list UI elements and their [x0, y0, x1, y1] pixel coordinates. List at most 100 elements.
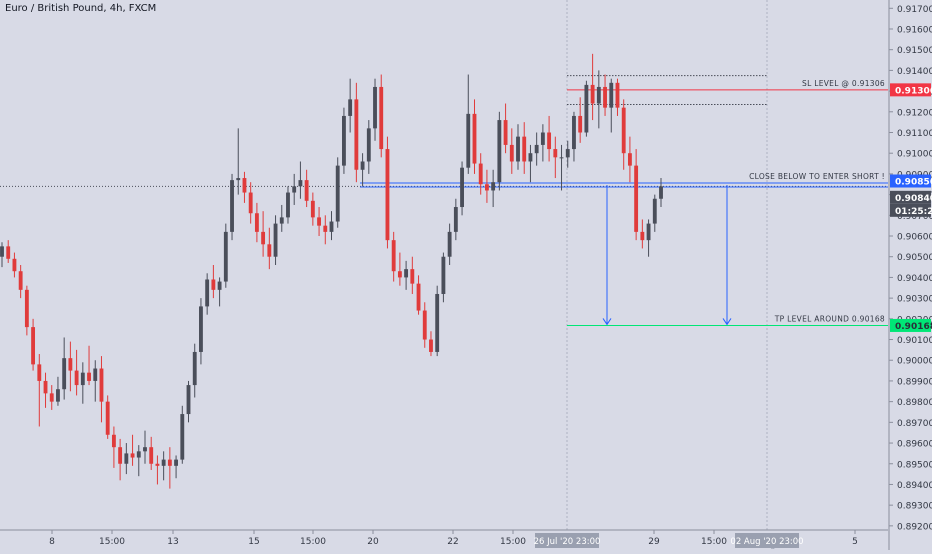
candle-body[interactable] — [62, 358, 67, 390]
candle-body[interactable] — [385, 149, 390, 241]
candle-body[interactable] — [491, 182, 496, 191]
candle-body[interactable] — [342, 115, 346, 166]
candle-body[interactable] — [254, 213, 259, 232]
candle-body[interactable] — [304, 180, 309, 201]
candle-body[interactable] — [441, 256, 446, 294]
candle-body[interactable] — [329, 221, 334, 232]
candle-body[interactable] — [80, 372, 85, 386]
candle-body[interactable] — [366, 128, 371, 162]
candle-body[interactable] — [397, 271, 402, 278]
candle-body[interactable] — [615, 82, 620, 108]
candle-body[interactable] — [565, 149, 570, 158]
candle-body[interactable] — [559, 157, 564, 159]
candle-body[interactable] — [93, 368, 98, 381]
candle-body[interactable] — [472, 113, 477, 164]
candle-body[interactable] — [248, 192, 253, 214]
candle-body[interactable] — [230, 180, 234, 232]
candle-body[interactable] — [136, 451, 141, 458]
candle-body[interactable] — [354, 99, 359, 170]
candle-body[interactable] — [298, 180, 303, 187]
candle-body[interactable] — [659, 186, 663, 199]
candle-body[interactable] — [603, 86, 607, 108]
candle-body[interactable] — [404, 269, 409, 278]
candle-body[interactable] — [31, 327, 36, 365]
candle-body[interactable] — [360, 161, 365, 170]
candle-body[interactable] — [509, 144, 514, 162]
candle-body[interactable] — [167, 459, 172, 466]
candle-body[interactable] — [223, 231, 228, 282]
candle-body[interactable] — [18, 271, 23, 290]
candle-body[interactable] — [410, 269, 415, 284]
candle-body[interactable] — [435, 293, 440, 352]
candle-body[interactable] — [56, 389, 60, 402]
candle-body[interactable] — [572, 115, 576, 150]
candle-body[interactable] — [634, 165, 639, 232]
candle-body[interactable] — [516, 136, 520, 162]
candle-body[interactable] — [24, 289, 29, 328]
candle-body[interactable] — [292, 186, 297, 193]
candle-body[interactable] — [447, 231, 452, 257]
candle-body[interactable] — [111, 434, 116, 448]
candle-body[interactable] — [478, 163, 483, 185]
candle-body[interactable] — [211, 279, 216, 290]
candle-body[interactable] — [416, 283, 421, 311]
candle-body[interactable] — [192, 351, 197, 386]
candle-body[interactable] — [118, 447, 123, 464]
candle-body[interactable] — [155, 463, 160, 466]
candle-body[interactable] — [453, 207, 458, 232]
time-axis-panel[interactable] — [0, 530, 888, 550]
candle-body[interactable] — [149, 447, 154, 464]
candle-body[interactable] — [68, 358, 73, 371]
candle-body[interactable] — [652, 198, 657, 224]
candle-body[interactable] — [261, 231, 266, 245]
candle-body[interactable] — [186, 385, 191, 415]
candle-body[interactable] — [609, 82, 614, 108]
candle-body[interactable] — [242, 178, 247, 193]
candle-body[interactable] — [124, 453, 129, 464]
candle-body[interactable] — [12, 258, 17, 272]
candle-body[interactable] — [534, 144, 539, 154]
candle-body[interactable] — [460, 167, 464, 208]
candle-body[interactable] — [497, 120, 502, 183]
candle-body[interactable] — [391, 240, 396, 272]
candle-body[interactable] — [217, 281, 222, 290]
candle-body[interactable] — [317, 217, 321, 226]
candle-body[interactable] — [429, 339, 433, 352]
candle-body[interactable] — [6, 246, 11, 259]
candle-body[interactable] — [74, 370, 79, 386]
candle-body[interactable] — [174, 459, 179, 466]
candle-body[interactable] — [348, 99, 353, 116]
candle-body[interactable] — [87, 372, 91, 381]
candle-body[interactable] — [528, 153, 533, 162]
candle-body[interactable] — [640, 231, 645, 241]
candle-body[interactable] — [205, 279, 210, 307]
candle-body[interactable] — [236, 178, 241, 181]
candle-body[interactable] — [143, 447, 147, 452]
candle-body[interactable] — [596, 86, 601, 104]
candle-body[interactable] — [267, 244, 272, 257]
candle-body[interactable] — [466, 113, 471, 168]
candle-body[interactable] — [0, 246, 4, 257]
candle-body[interactable] — [522, 136, 527, 162]
candle-body[interactable] — [627, 153, 632, 166]
candle-body[interactable] — [484, 184, 489, 191]
candle-body[interactable] — [540, 132, 545, 145]
candle-body[interactable] — [161, 459, 166, 466]
candle-body[interactable] — [646, 223, 651, 241]
candle-body[interactable] — [578, 115, 583, 133]
candle-body[interactable] — [199, 306, 203, 352]
candle-body[interactable] — [379, 86, 384, 150]
candle-body[interactable] — [37, 364, 42, 381]
candle-body[interactable] — [323, 225, 328, 232]
candle-body[interactable] — [279, 217, 284, 224]
candle-body[interactable] — [335, 165, 340, 222]
candle-body[interactable] — [180, 414, 185, 460]
candle-body[interactable] — [310, 200, 315, 218]
candle-body[interactable] — [621, 107, 626, 154]
candle-body[interactable] — [105, 401, 110, 435]
candle-body[interactable] — [584, 84, 589, 133]
candle-body[interactable] — [422, 310, 427, 340]
candle-body[interactable] — [43, 380, 48, 394]
candle-body[interactable] — [130, 453, 135, 458]
